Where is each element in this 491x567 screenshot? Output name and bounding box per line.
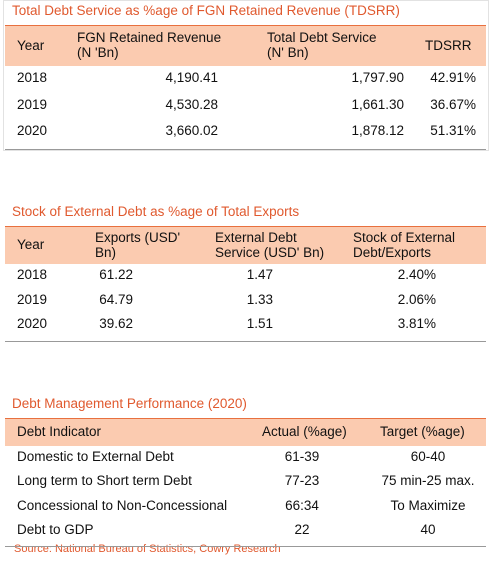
cell: 1,878.12 [351,123,404,138]
column-header: FGN Retained Revenue (N 'Bn) [77,30,222,60]
cell: 1.47 [246,267,273,282]
cell: 2020 [17,123,48,138]
table-rule [5,148,486,150]
cell: 1,797.90 [351,70,404,85]
cell: 1.33 [246,291,273,307]
cell: 4,190.41 [165,70,218,85]
column-header: Actual (%age) [262,424,347,439]
cell: Debt to GDP [17,521,94,537]
header-band [5,226,486,264]
column-header: Total Debt Service (N' Bn) [267,30,377,60]
column-header: Year [17,237,45,252]
cell: 2.40% [397,267,436,282]
table-frame [3,0,489,151]
cell: 64.79 [99,291,133,307]
header-band [5,418,486,446]
cell: 4,530.28 [165,96,218,112]
cell: Concessional to Non-Concessional [17,497,228,513]
table-title: Debt Management Performance (2020) [12,396,247,411]
cell: 22 [294,521,310,537]
cell: 77-23 [284,473,320,489]
table-title: Stock of External Debt as %age of Total … [12,204,300,219]
column-header: Debt Indicator [17,424,102,439]
cell: Domestic to External Debt [17,449,174,464]
cell: 39.62 [99,316,133,331]
column-header: External Debt Service (USD' Bn) [215,229,325,260]
cell: 2.06% [397,291,436,307]
cell: 61-39 [284,449,320,464]
cell: 2019 [17,291,48,307]
table-rule [5,546,486,548]
cell: 42.91% [430,70,476,85]
cell: 1.51 [246,316,273,331]
cell: 66:34 [285,497,319,513]
cell: 75 min-25 max. [381,473,475,489]
cell: 40 [420,521,436,537]
cell: To Maximize [390,497,466,513]
cell: 60-40 [410,449,446,464]
table-rule [5,340,486,342]
header-band [5,25,486,66]
cell: 1,661.30 [351,96,404,112]
cell: 3.81% [397,316,436,331]
column-header: Target (%age) [380,424,465,439]
column-header: Exports (USD' Bn) [95,229,181,260]
cell: 61.22 [99,267,133,282]
cell: 2018 [17,70,48,85]
cell: 36.67% [430,96,476,112]
table-title: Total Debt Service as %age of FGN Retain… [12,3,400,18]
cell: 3,660.02 [165,123,218,138]
column-header: Stock of External Debt/Exports [353,229,456,260]
cell: 2020 [17,316,48,331]
column-header: Year [17,37,45,53]
cell: 2019 [17,96,48,112]
cell: Long term to Short term Debt [17,473,192,489]
source-note: Source: National Bureau of Statistics, C… [14,543,281,555]
column-header: TDSRR [425,37,472,53]
cell: 2018 [17,267,48,282]
cell: 51.31% [430,123,476,138]
